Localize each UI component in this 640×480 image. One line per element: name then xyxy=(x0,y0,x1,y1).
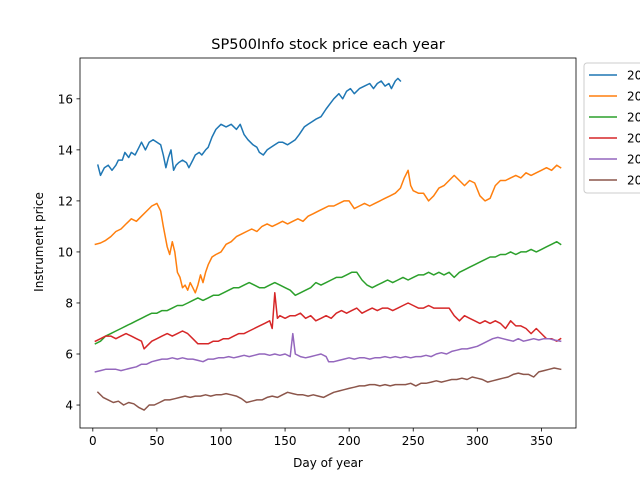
x-tick-label: 100 xyxy=(210,434,233,448)
x-tick-label: 300 xyxy=(466,434,489,448)
y-tick-label: 14 xyxy=(58,143,73,157)
legend-label-5: 20 xyxy=(627,153,640,167)
x-axis-title: Day of year xyxy=(293,456,363,470)
legend-label-6: 20 xyxy=(627,174,640,188)
y-tick-label: 8 xyxy=(65,296,73,310)
plot-frame xyxy=(79,57,577,429)
series-line-4 xyxy=(94,292,562,350)
y-tick-label: 4 xyxy=(65,399,73,413)
series-line-3 xyxy=(94,240,562,345)
series-layer xyxy=(94,77,562,411)
x-tick-label: 200 xyxy=(338,434,361,448)
axes-layer: 0 50 100 150 200 250 300 350 4 6 8 10 12 14 16 xyxy=(58,57,577,448)
series-line-2 xyxy=(94,164,562,294)
x-tick-label: 350 xyxy=(530,434,553,448)
x-tick-label: 150 xyxy=(274,434,297,448)
legend-label-4: 20 xyxy=(627,132,640,146)
y-tick-label: 16 xyxy=(58,92,73,106)
chart-title: SP500Info stock price each year xyxy=(211,37,444,53)
series-line-6 xyxy=(96,367,562,411)
series-line-5 xyxy=(94,332,562,373)
legend: 20 20 20 20 20 20 xyxy=(583,62,640,194)
legend-label-1: 20 xyxy=(627,69,640,83)
legend-label-2: 20 xyxy=(627,90,640,104)
legend-label-3: 20 xyxy=(627,111,640,125)
y-tick-label: 10 xyxy=(58,245,73,259)
x-tick-label: 0 xyxy=(89,434,97,448)
y-tick-label: 12 xyxy=(58,194,73,208)
y-tick-label: 6 xyxy=(65,348,73,362)
series-line-1 xyxy=(96,77,402,177)
y-axis-title: Instrument price xyxy=(32,192,46,292)
x-tick-label: 50 xyxy=(149,434,164,448)
x-tick-label: 250 xyxy=(402,434,425,448)
